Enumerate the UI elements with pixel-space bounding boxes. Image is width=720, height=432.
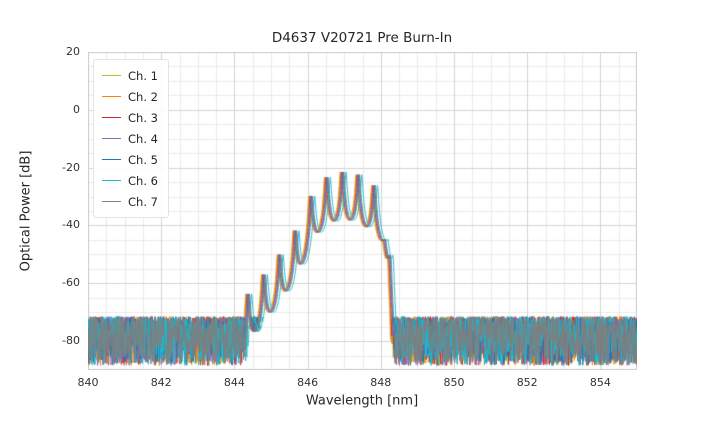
legend-item: Ch. 6 xyxy=(102,170,158,191)
legend-line-sample xyxy=(102,180,121,181)
y-tick-label: 20 xyxy=(66,45,80,58)
legend-label: Ch. 6 xyxy=(128,173,158,188)
legend-label: Ch. 2 xyxy=(128,89,158,104)
y-axis-label: Optical Power [dB] xyxy=(18,150,34,272)
legend-item: Ch. 3 xyxy=(102,107,158,128)
legend-item: Ch. 4 xyxy=(102,128,158,149)
y-tick-label: -40 xyxy=(62,218,80,232)
legend-label: Ch. 7 xyxy=(128,194,158,209)
plot-area xyxy=(88,52,637,370)
y-tick-label: -60 xyxy=(62,276,80,290)
y-tick-label: -80 xyxy=(62,334,80,348)
legend-item: Ch. 2 xyxy=(102,86,158,107)
legend-label: Ch. 4 xyxy=(128,131,158,146)
x-tick-label: 840 xyxy=(77,376,99,389)
y-tick-label: -20 xyxy=(62,160,80,174)
legend-line-sample xyxy=(102,96,121,97)
chart-title: D4637 V20721 Pre Burn-In xyxy=(271,30,453,46)
legend-line-sample xyxy=(102,159,121,160)
x-axis-label: Wavelength [nm] xyxy=(305,393,419,409)
legend-label: Ch. 3 xyxy=(128,110,158,125)
legend-item: Ch. 1 xyxy=(102,65,158,86)
legend-item: Ch. 7 xyxy=(102,191,158,212)
x-tick-label: 854 xyxy=(589,376,611,389)
legend-line-sample xyxy=(102,138,121,139)
x-tick-label: 848 xyxy=(370,376,392,389)
legend-line-sample xyxy=(102,117,121,118)
legend-item: Ch. 5 xyxy=(102,149,158,170)
x-tick-label: 842 xyxy=(150,376,172,389)
y-tick-label: 0 xyxy=(73,102,80,116)
x-tick-label: 844 xyxy=(223,376,245,389)
legend-line-sample xyxy=(102,75,121,76)
x-tick-label: 852 xyxy=(516,376,538,389)
legend: Ch. 1 Ch. 2 Ch. 3 Ch. 4 Ch. 5 Ch. 6 Ch. 7 xyxy=(93,59,169,218)
legend-label: Ch. 5 xyxy=(128,152,158,167)
x-tick-label: 846 xyxy=(297,376,319,389)
legend-line-sample xyxy=(102,201,121,202)
legend-label: Ch. 1 xyxy=(128,68,158,83)
x-tick-label: 850 xyxy=(443,376,465,389)
